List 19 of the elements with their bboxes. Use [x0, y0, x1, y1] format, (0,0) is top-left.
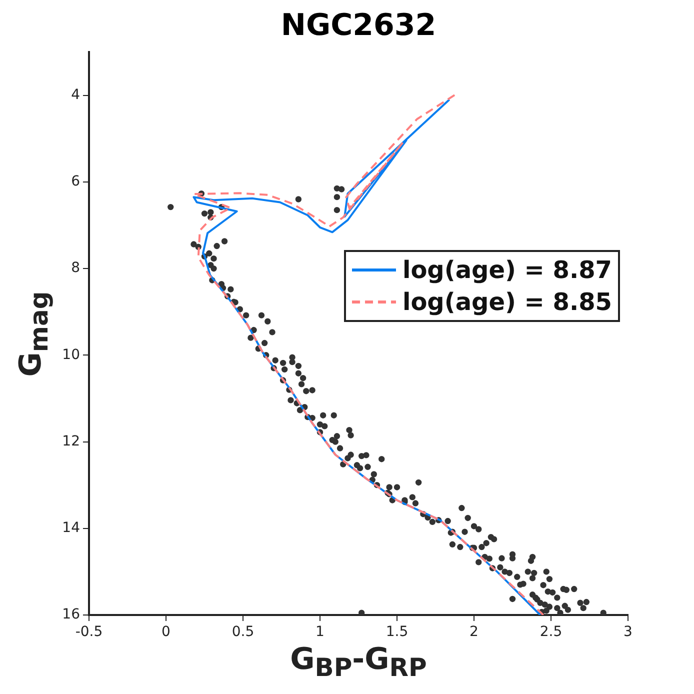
y-tick-label: 14	[62, 520, 80, 536]
legend-label: log(age) = 8.85	[402, 287, 612, 318]
x-tick-label: 0	[162, 624, 170, 640]
x-tick-label: -0.5	[75, 624, 103, 640]
x-tick-label: 1	[316, 624, 324, 640]
y-tick-label: 8	[71, 260, 80, 276]
x-tick-label: 2	[470, 624, 478, 640]
x-axis-title: G$_{BP}$-G$_{RP}$	[289, 642, 428, 682]
x-tick-label: 1.5	[386, 624, 408, 640]
legend-label: log(age) = 8.87	[402, 255, 612, 286]
y-tick-label: 10	[62, 346, 80, 363]
y-tick-label: 6	[71, 174, 80, 190]
y-tick-label: 16	[62, 606, 80, 623]
x-tick-label: 3	[624, 624, 632, 640]
x-tick-label: 2.5	[540, 624, 562, 640]
chart-title: NGC2632	[280, 8, 438, 43]
y-tick-label: 12	[62, 433, 80, 450]
x-tick-label: 0.5	[232, 624, 254, 640]
y-tick-label: 4	[71, 86, 80, 103]
